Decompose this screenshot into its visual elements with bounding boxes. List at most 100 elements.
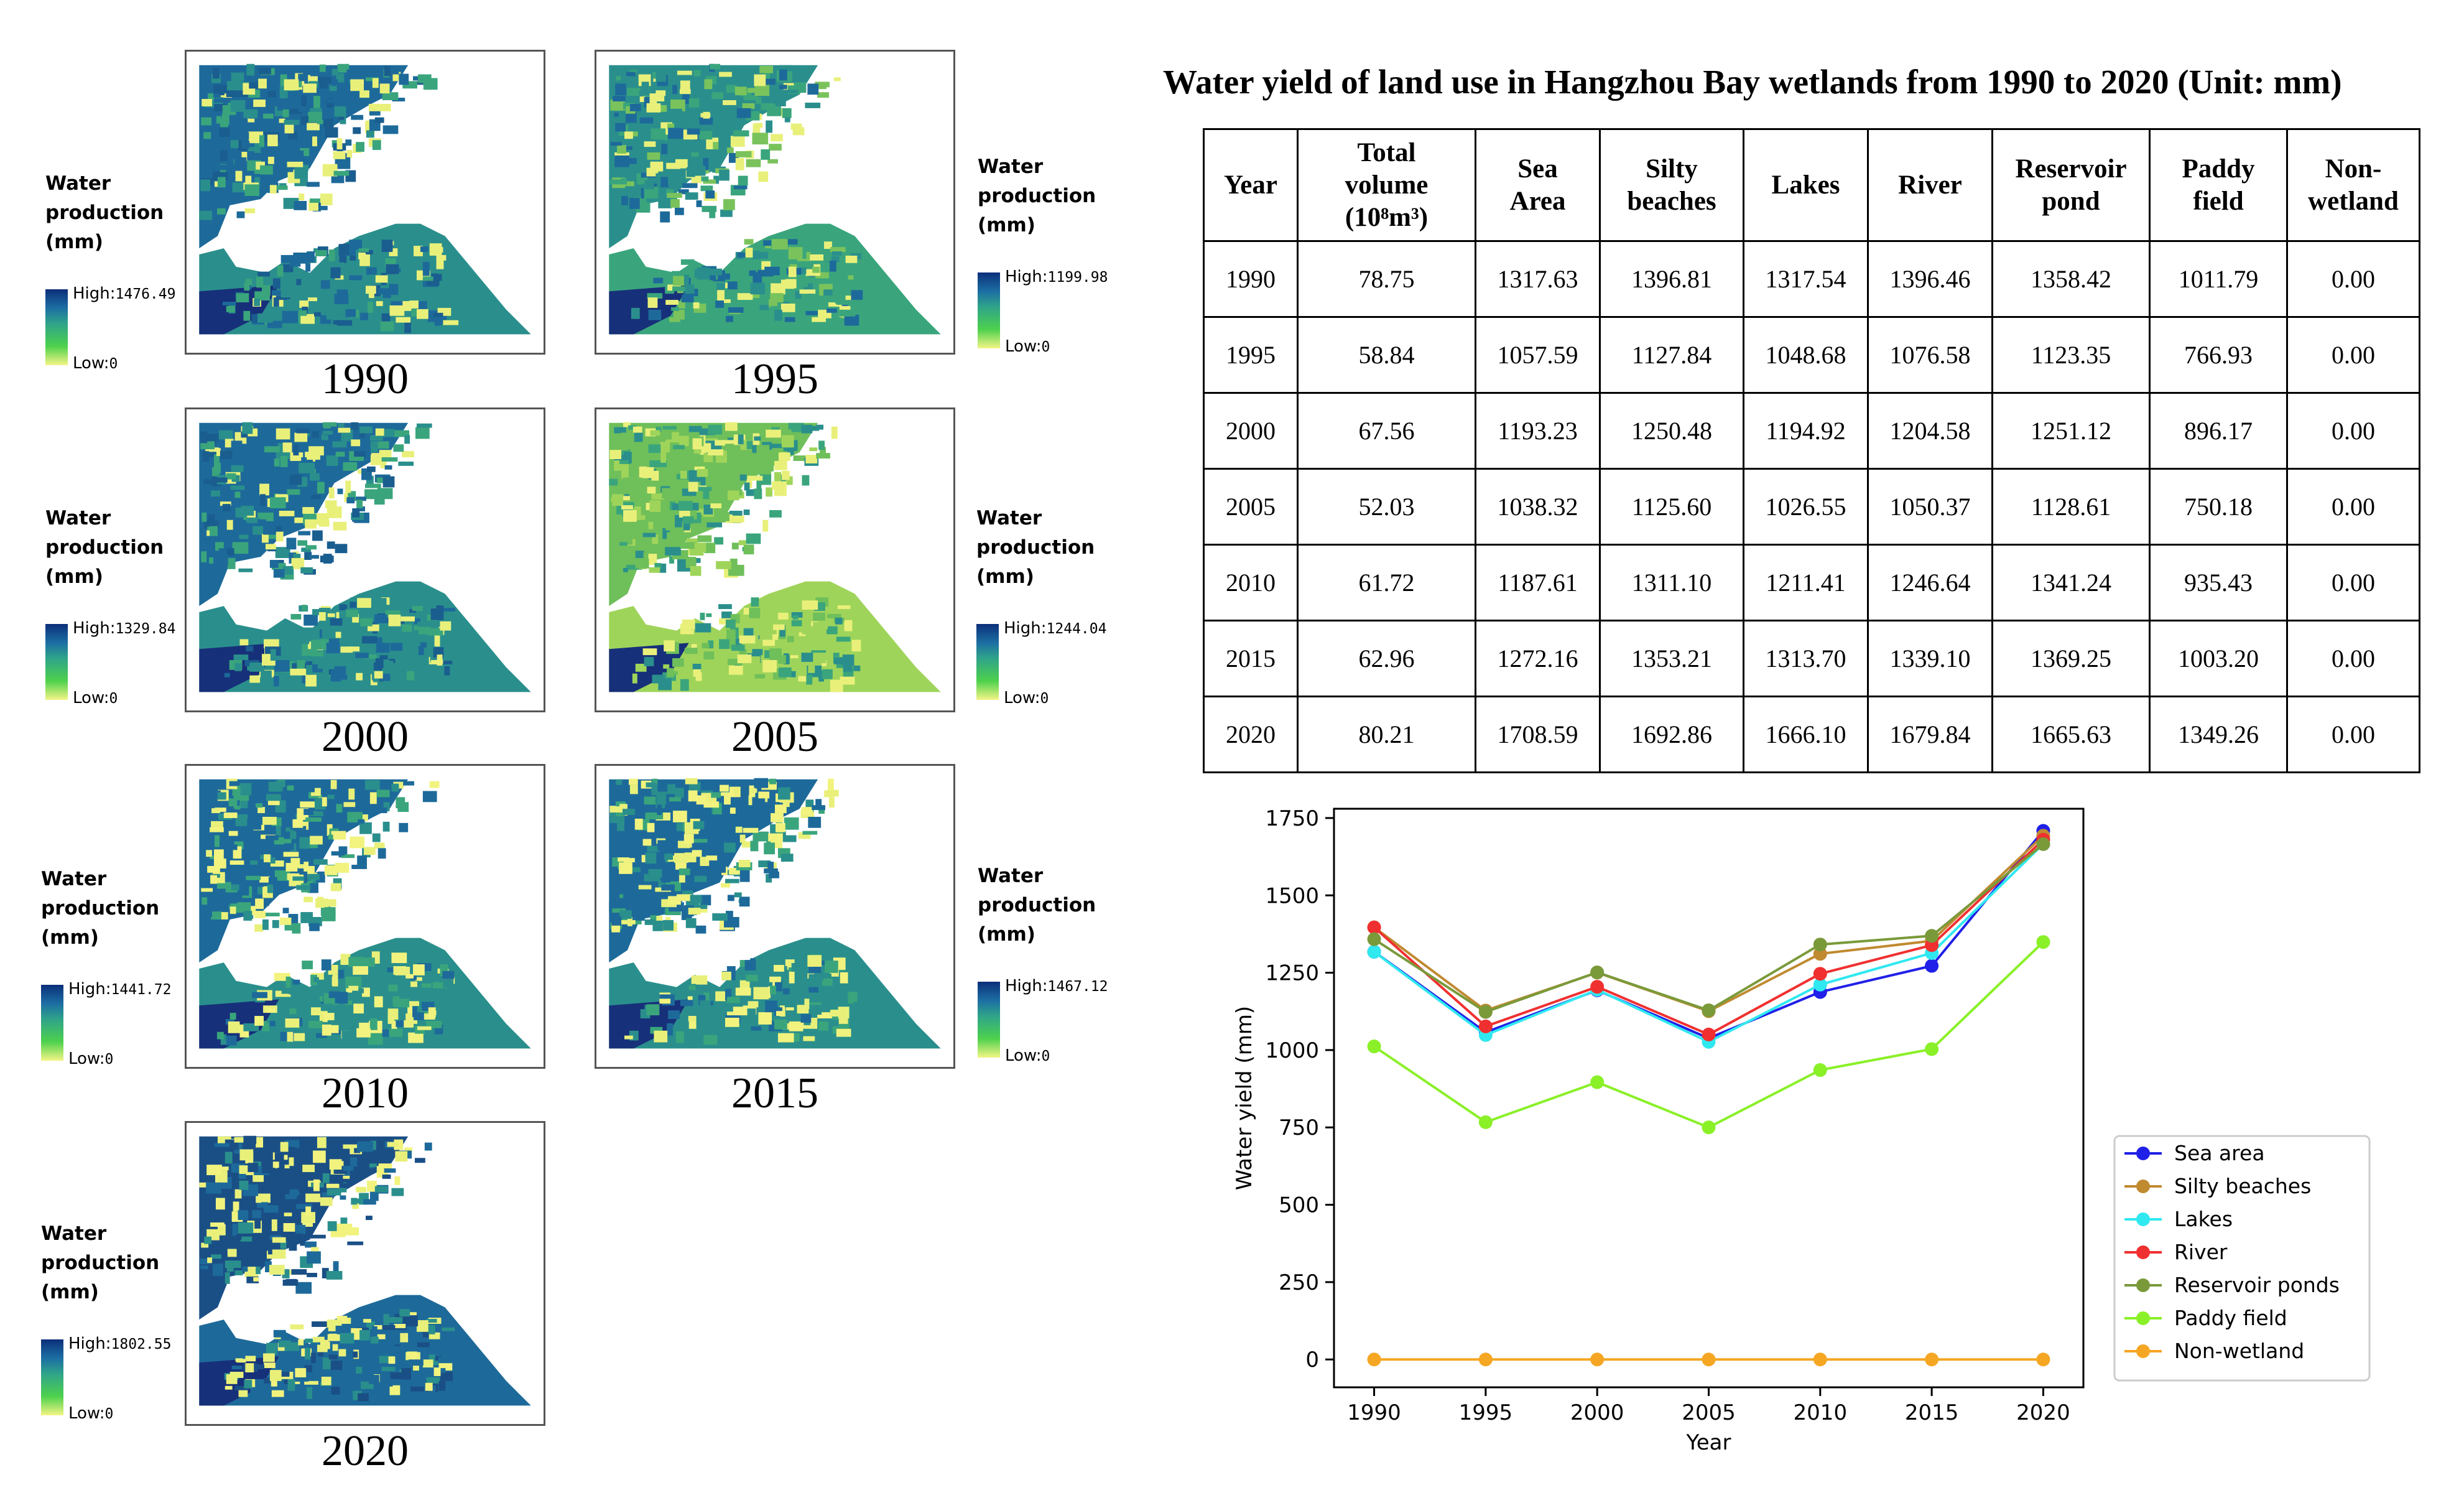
legend-title: Water production (mm) xyxy=(45,172,164,253)
legend-low: Low:0 xyxy=(73,354,118,373)
table-title: Water yield of land use in Hangzhou Bay … xyxy=(1163,63,2342,101)
table-row: 2005 52.03 1038.32 1125.60 1026.55 1050.37 112… xyxy=(1203,468,2420,546)
water-production-map xyxy=(199,778,531,1049)
header-total-volume: Total volume (10⁸m³) xyxy=(1297,128,1476,242)
table-cell: 52.03 xyxy=(1297,468,1476,546)
header-lakes: Lakes xyxy=(1743,128,1869,242)
table-row: 2020 80.21 1708.59 1692.86 1666.10 1679.84 166… xyxy=(1203,696,2420,773)
table-cell: 58.84 xyxy=(1297,316,1476,394)
water-yield-table: Year Total volume (10⁸m³) Sea Area Silty bea… xyxy=(1203,128,2420,773)
y-tick-label: 1250 xyxy=(1265,961,1319,986)
map-year-label: 2000 xyxy=(322,713,409,761)
legend-color-ramp xyxy=(41,1339,63,1415)
map-legend: Water production (mm) High:1476.49 Low:0 xyxy=(45,169,207,373)
table-cell: 1250.48 xyxy=(1599,392,1744,470)
y-tick-label: 750 xyxy=(1279,1115,1319,1140)
map-legend: Water production (mm) High:1802.55 Low:0 xyxy=(41,1219,203,1423)
table-cell: 0.00 xyxy=(2286,696,2420,773)
y-axis-label: Water yield (mm) xyxy=(1232,1006,1257,1190)
table-cell: 1708.59 xyxy=(1475,696,1601,773)
data-point xyxy=(1813,967,1827,981)
map-year-label: 1995 xyxy=(731,355,818,403)
table-cell: 2020 xyxy=(1203,696,1299,773)
water-production-map xyxy=(609,63,941,335)
legend-color-ramp xyxy=(45,624,68,700)
data-point xyxy=(1702,1352,1716,1367)
table-cell: 78.75 xyxy=(1297,240,1476,318)
data-point xyxy=(2036,935,2050,949)
legend-marker xyxy=(2136,1180,2150,1193)
map-panel-1990 xyxy=(185,50,545,355)
chart-axes-frame xyxy=(1333,808,2085,1389)
table-cell: 0.00 xyxy=(2286,240,2420,318)
data-point xyxy=(1702,1027,1716,1041)
map-panel-2010 xyxy=(185,764,545,1069)
data-point xyxy=(1367,932,1381,946)
table-cell: 766.93 xyxy=(2149,316,2288,394)
series-line-silty-beaches xyxy=(1373,834,2044,1013)
table-cell: 1317.54 xyxy=(1743,240,1869,318)
legend-high: High:1244.04 xyxy=(1004,619,1107,638)
y-tick-label: 250 xyxy=(1279,1270,1319,1295)
y-tick-label: 500 xyxy=(1279,1193,1319,1218)
line-chart: 1990 1995 2000 2005 2010 2015 2020 0 250 500 750 10… xyxy=(1219,796,2388,1481)
data-point xyxy=(1478,1352,1493,1367)
legend-label: Silty beaches xyxy=(2174,1174,2311,1198)
table-cell: 1048.68 xyxy=(1743,316,1869,394)
data-point xyxy=(1478,1019,1493,1033)
legend-color-ramp xyxy=(978,272,1000,348)
legend-title: Water production (mm) xyxy=(41,868,160,949)
map-panel-2005 xyxy=(595,407,955,712)
legend-marker xyxy=(2136,1344,2150,1358)
table-cell: 1125.60 xyxy=(1599,468,1744,546)
map-year-label: 2005 xyxy=(731,713,818,761)
table-cell: 1123.35 xyxy=(1991,316,2151,394)
table-cell: 1272.16 xyxy=(1475,620,1601,697)
legend-label: Non-wetland xyxy=(2174,1339,2304,1363)
table-cell: 62.96 xyxy=(1297,620,1476,697)
legend-high: High:1329.84 xyxy=(73,619,176,638)
data-point xyxy=(1702,1003,1716,1017)
table-cell: 1187.61 xyxy=(1475,544,1601,621)
header-reservoir-pond: Reservoir pond xyxy=(1991,128,2151,242)
water-production-map xyxy=(199,422,531,692)
legend-low: Low:0 xyxy=(68,1050,114,1068)
data-point xyxy=(1925,1042,1939,1056)
map-legend: Water production (mm) High:1467.12 Low:0 xyxy=(978,862,1139,1065)
legend-color-ramp xyxy=(978,982,1000,1058)
table-cell: 1369.25 xyxy=(1991,620,2151,697)
table-cell: 1128.61 xyxy=(1991,468,2151,546)
data-point xyxy=(1367,1352,1381,1367)
table-cell: 1341.24 xyxy=(1991,544,2151,621)
data-point xyxy=(1590,1352,1605,1367)
table-cell: 0.00 xyxy=(2286,620,2420,697)
legend-title: Water production (mm) xyxy=(41,1222,160,1303)
x-tick-label: 2010 xyxy=(1794,1400,1848,1425)
table-cell: 1317.63 xyxy=(1475,240,1601,318)
table-cell: 2005 xyxy=(1203,468,1299,546)
table-cell: 1127.84 xyxy=(1599,316,1744,394)
table-row: 2015 62.96 1272.16 1353.21 1313.70 1339.10 136… xyxy=(1203,620,2420,697)
data-point xyxy=(1478,1115,1493,1129)
table-cell: 1339.10 xyxy=(1867,620,1993,697)
map-legend: Water production (mm) High:1441.72 Low:0 xyxy=(41,865,203,1068)
data-point xyxy=(1925,929,1939,943)
legend-label: Sea area xyxy=(2174,1141,2265,1165)
table-cell: 1246.64 xyxy=(1867,544,1993,621)
header-year: Year xyxy=(1203,128,1299,242)
table-cell: 935.43 xyxy=(2149,544,2288,621)
chart-legend-box xyxy=(2113,1135,2371,1382)
data-point xyxy=(1478,1005,1493,1019)
table-row: 2000 67.56 1193.23 1250.48 1194.92 1204.58 125… xyxy=(1203,392,2420,470)
header-sea-area: Sea Area xyxy=(1475,128,1601,242)
table-cell: 1038.32 xyxy=(1475,468,1601,546)
table-cell: 1313.70 xyxy=(1743,620,1869,697)
table-cell: 1076.58 xyxy=(1867,316,1993,394)
x-tick-label: 2015 xyxy=(1905,1400,1959,1425)
table-cell: 896.17 xyxy=(2149,392,2288,470)
table-cell: 750.18 xyxy=(2149,468,2288,546)
table-cell: 80.21 xyxy=(1297,696,1476,773)
table-cell: 1026.55 xyxy=(1743,468,1869,546)
data-point xyxy=(1367,920,1381,934)
data-point xyxy=(1813,1063,1827,1077)
